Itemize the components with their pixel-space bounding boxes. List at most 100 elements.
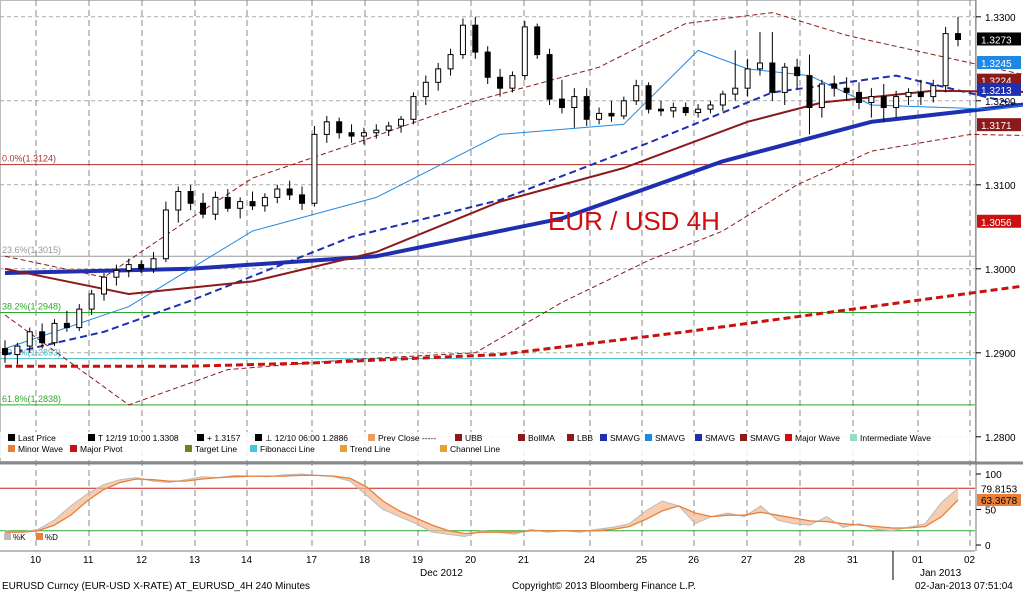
candle xyxy=(422,75,429,105)
date-tick-label: 18 xyxy=(359,555,371,566)
price-tick-label: 1.3300 xyxy=(985,13,1016,24)
legend-label: + 1.3157 xyxy=(207,433,241,443)
candle xyxy=(608,100,615,122)
price-tag: 1.3213 xyxy=(977,82,1021,97)
candle xyxy=(831,75,838,97)
candle xyxy=(286,180,293,200)
price-tag: 1.3171 xyxy=(977,118,1021,132)
candle-body xyxy=(200,202,207,215)
candle-body xyxy=(633,85,640,102)
candle xyxy=(88,289,95,315)
candle xyxy=(249,191,256,210)
candle-body xyxy=(299,194,306,204)
fib-label: 61.8%(1.2838) xyxy=(2,394,61,404)
series-smavg-line xyxy=(5,284,1023,368)
legend-swatch xyxy=(518,434,525,441)
candle xyxy=(299,186,306,210)
indicator-series xyxy=(4,12,1023,406)
legend-entry: + 1.3157 xyxy=(197,433,241,443)
osc-tag-box xyxy=(977,494,1021,507)
legend-label: SMAVG xyxy=(705,433,735,443)
candle-body xyxy=(484,51,491,78)
candle xyxy=(484,46,491,84)
candle xyxy=(274,184,281,204)
candle xyxy=(311,126,318,207)
chart-legend: Last Price T 12/19 10:00 1.3308 + 1.3157 ⊥ … xyxy=(0,432,975,458)
osc-legend-d-label: %D xyxy=(45,533,58,542)
legend-label: Trend Line xyxy=(350,444,391,454)
date-tick-label: 20 xyxy=(465,555,477,566)
time-axis: 10 11 12 13 14 17 18 19 20 21 24 25 26 27 28 31 01 02 Dec … xyxy=(30,555,976,579)
legend-swatch xyxy=(88,434,95,441)
candle xyxy=(51,319,58,347)
candle-body xyxy=(311,133,318,204)
legend-background xyxy=(0,432,975,458)
candle xyxy=(546,48,553,105)
legend-label: Last Price xyxy=(18,433,56,443)
date-tick-label: 17 xyxy=(306,555,318,566)
candle-body xyxy=(930,85,937,98)
candle xyxy=(955,16,961,47)
legend-label: Prev Close ----- xyxy=(378,433,436,443)
candle-body xyxy=(818,83,825,109)
candle-body xyxy=(732,87,739,95)
fib-label: 38.2%(1.2948) xyxy=(2,301,61,311)
date-tick-label: 27 xyxy=(741,555,753,566)
candle-body xyxy=(831,83,838,89)
price-candles xyxy=(2,16,961,365)
legend-swatch xyxy=(695,434,702,441)
price-tick-label: 1.2900 xyxy=(985,349,1016,360)
candle-body xyxy=(336,121,343,134)
candle xyxy=(237,197,244,219)
candle-body xyxy=(558,98,565,109)
legend-entry: BollMA xyxy=(518,433,555,443)
candle-body xyxy=(286,188,293,196)
candle-body xyxy=(893,96,900,109)
legend-entry: Intermediate Wave xyxy=(850,433,931,443)
fib-label: 50.0%(1.2893) xyxy=(2,348,61,358)
osc-tick-label: 50 xyxy=(985,506,997,517)
legend-entry: Minor Wave xyxy=(8,444,63,454)
candle xyxy=(732,50,739,101)
osc-tag-value: 79.8153 xyxy=(981,484,1018,495)
price-tag: 1.3245 xyxy=(977,56,1021,70)
legend-entry: T 12/19 10:00 1.3308 xyxy=(88,433,179,443)
legend-entry: Channel Line xyxy=(440,444,500,454)
candle-body xyxy=(707,104,714,110)
legend-entry: SMAVG xyxy=(600,433,640,443)
price-tag-box xyxy=(977,82,1021,96)
legend-entry: UBB xyxy=(455,433,483,443)
instrument-label: EURUSD Curncy (EUR-USD X-RATE) AT_EURUSD… xyxy=(2,581,310,592)
candle xyxy=(571,88,578,128)
date-tick-label: 01 xyxy=(912,555,924,566)
candle-body xyxy=(261,196,268,207)
legend-entry: LBB xyxy=(567,433,593,443)
legend-entry: SMAVG xyxy=(645,433,685,443)
osc-legend-d-swatch xyxy=(36,533,43,540)
candle-body xyxy=(175,191,182,211)
candle xyxy=(76,304,83,331)
candle-body xyxy=(472,24,479,53)
legend-entry: SMAVG xyxy=(695,433,735,443)
candle-body xyxy=(187,191,194,204)
candle xyxy=(200,193,207,219)
candle xyxy=(497,68,504,97)
candle-body xyxy=(942,33,949,87)
candle xyxy=(534,23,541,59)
month-label: Dec 2012 xyxy=(420,568,463,579)
candle xyxy=(101,273,108,301)
candle xyxy=(336,117,343,139)
candle-body xyxy=(39,331,46,344)
candle xyxy=(868,88,875,118)
price-tag-box xyxy=(977,56,1021,69)
candle xyxy=(39,323,46,349)
month-label: Jan 2013 xyxy=(920,568,962,579)
candle xyxy=(596,107,603,125)
candle xyxy=(521,21,528,80)
legend-label: Channel Line xyxy=(450,444,500,454)
legend-swatch xyxy=(185,445,192,452)
legend-swatch xyxy=(250,445,257,452)
date-tick-label: 19 xyxy=(412,555,424,566)
candle xyxy=(917,79,924,105)
